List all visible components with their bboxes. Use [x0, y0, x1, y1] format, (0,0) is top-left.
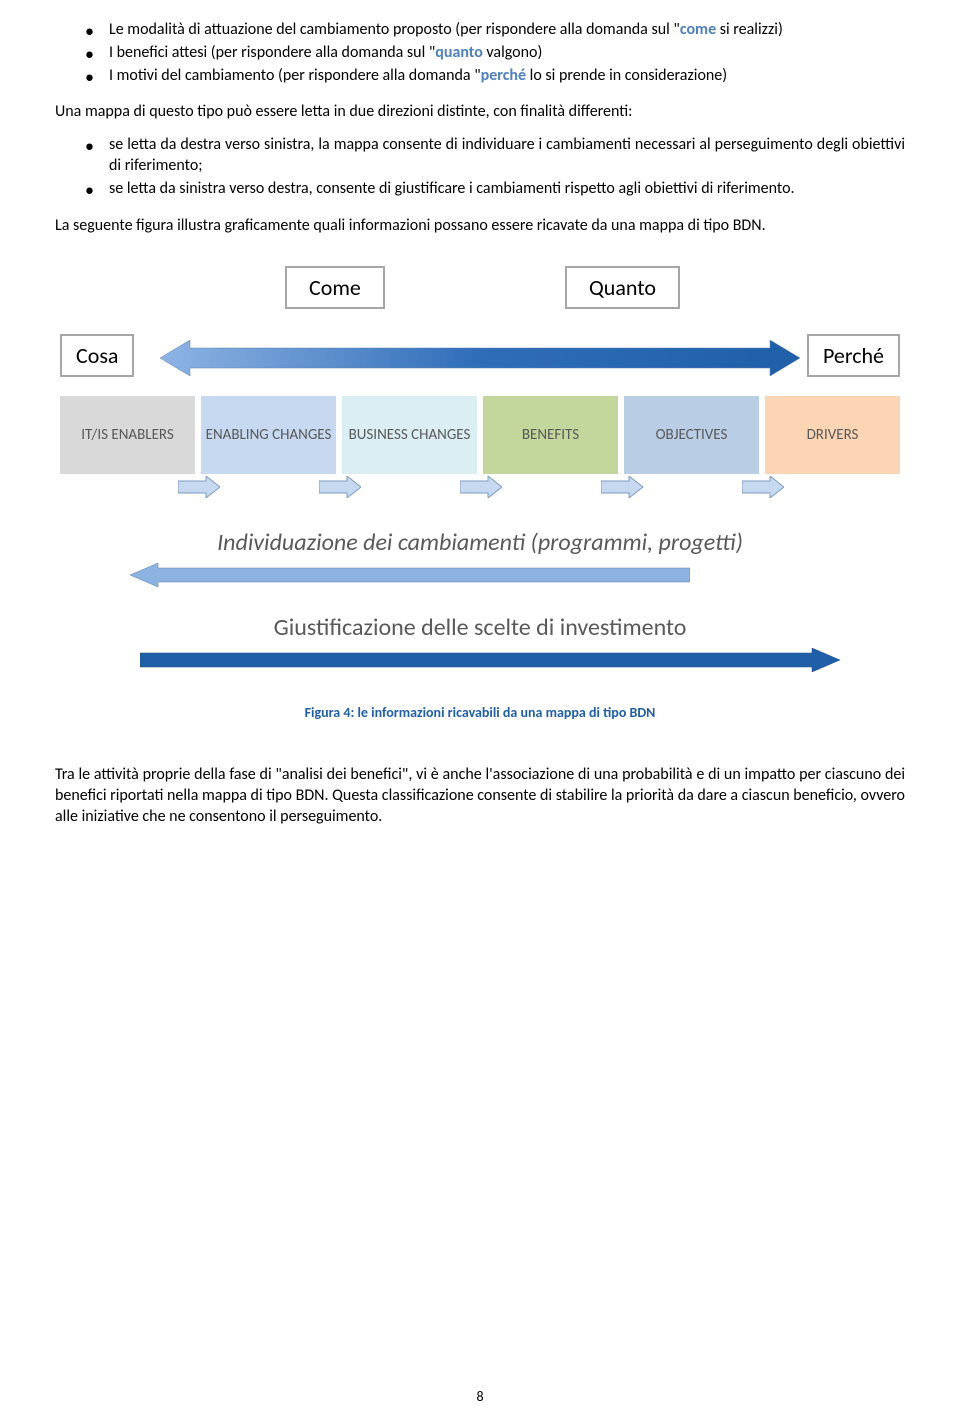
caption-text: Figura 4: le informazioni ricavabili da …: [305, 704, 656, 721]
section-label-2: Giustificazione delle scelte di investim…: [60, 613, 900, 642]
bdn-diagram: Come Quanto Cosa Perché IT/IS ENABLERS E…: [60, 266, 900, 676]
figure-caption: Figura 4: le informazioni ricavabili da …: [55, 704, 905, 721]
bullet-list-1: Le modalità di attuazione del cambiament…: [55, 20, 905, 86]
mini-arrows-row: [60, 476, 900, 504]
keyword: come: [680, 20, 716, 39]
page-number: 8: [0, 1388, 960, 1405]
mini-arrow-icon: [460, 476, 502, 498]
mini-arrow-icon: [178, 476, 220, 498]
list-item: se letta da destra verso sinistra, la ma…: [85, 135, 905, 177]
cat-enabling: ENABLING CHANGES: [201, 396, 336, 474]
text: si realizzi): [716, 20, 783, 39]
list-item: se letta da sinistra verso destra, conse…: [85, 179, 905, 200]
list-item: Le modalità di attuazione del cambiament…: [85, 20, 905, 41]
cat-itis: IT/IS ENABLERS: [60, 396, 195, 474]
arrow-wrap-1: [60, 563, 900, 591]
cat-drivers: DRIVERS: [765, 396, 900, 474]
cat-business: BUSINESS CHANGES: [342, 396, 477, 474]
mini-arrow-icon: [319, 476, 361, 498]
box-come: Come: [285, 266, 385, 309]
arrow-wrap-2: [60, 648, 900, 676]
left-arrow-icon: [130, 563, 690, 587]
list-item: I benefici attesi (per rispondere alla d…: [85, 43, 905, 64]
right-arrow-icon: [140, 648, 840, 672]
text: I benefici attesi (per rispondere alla d…: [109, 43, 435, 62]
category-row: IT/IS ENABLERS ENABLING CHANGES BUSINESS…: [60, 396, 900, 474]
text: lo si prende in considerazione): [526, 66, 727, 85]
section-label-1: Individuazione dei cambiamenti (programm…: [60, 528, 900, 557]
paragraph: Tra le attività proprie della fase di "a…: [55, 765, 905, 827]
cat-benefits: BENEFITS: [483, 396, 618, 474]
text: Le modalità di attuazione del cambiament…: [109, 20, 680, 39]
paragraph: La seguente figura illustra graficamente…: [55, 216, 905, 237]
text: valgono): [483, 43, 543, 62]
box-perche: Perché: [807, 334, 900, 377]
box-cosa: Cosa: [60, 334, 134, 377]
list-item: I motivi del cambiamento (per rispondere…: [85, 66, 905, 87]
box-quanto: Quanto: [565, 266, 680, 309]
diagram-top-row: Come Quanto: [60, 266, 900, 326]
double-arrow-icon: [160, 340, 800, 376]
cat-objectives: OBJECTIVES: [624, 396, 759, 474]
text: I motivi del cambiamento (per rispondere…: [109, 66, 481, 85]
bullet-list-2: se letta da destra verso sinistra, la ma…: [55, 135, 905, 199]
mini-arrow-icon: [601, 476, 643, 498]
diagram-arrow-row: Cosa Perché: [60, 332, 900, 384]
keyword: quanto: [435, 43, 483, 62]
mini-arrow-icon: [742, 476, 784, 498]
keyword: perché: [481, 66, 526, 85]
paragraph: Una mappa di questo tipo può essere lett…: [55, 102, 905, 123]
